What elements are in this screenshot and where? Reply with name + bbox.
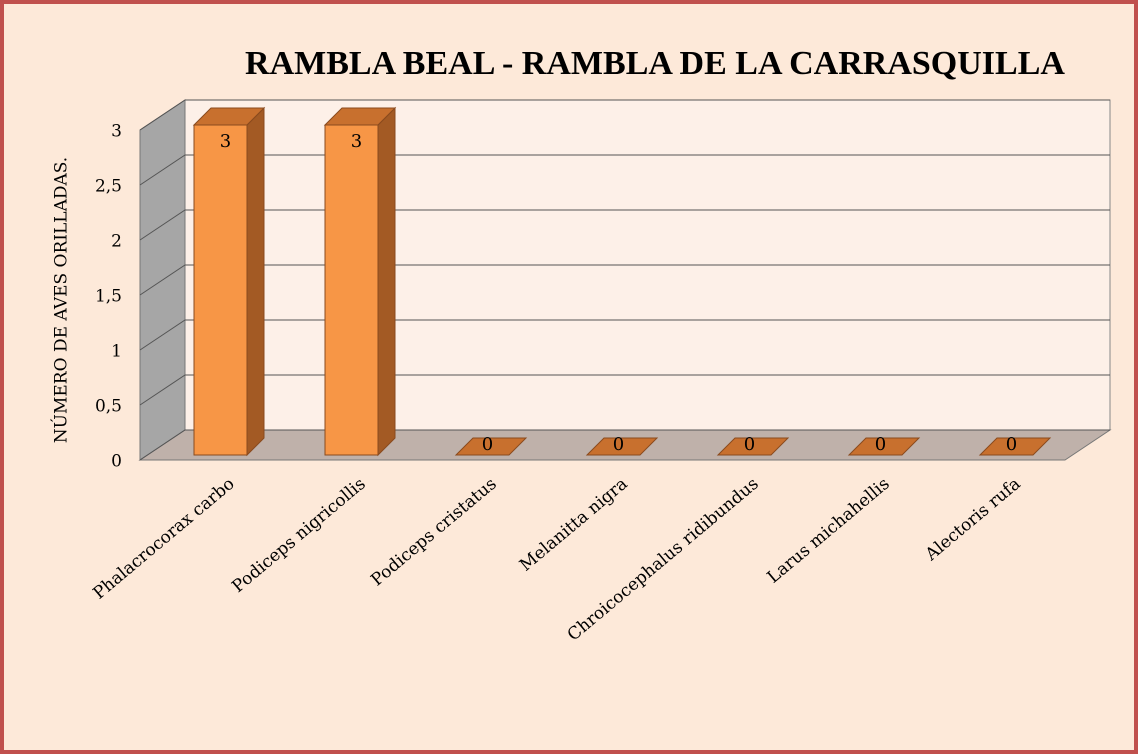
bar-top xyxy=(978,437,1052,456)
grid-line xyxy=(139,374,1110,406)
grid-line xyxy=(139,99,1110,131)
bar-top xyxy=(585,437,659,456)
y-tick-label: 0,5 xyxy=(95,397,122,417)
bar-top xyxy=(454,437,528,456)
value-label: 0 xyxy=(744,434,755,455)
bar-side xyxy=(377,106,396,457)
value-label: 0 xyxy=(613,434,624,455)
value-label: 0 xyxy=(1006,434,1017,455)
value-label: 0 xyxy=(482,434,493,455)
bar-top xyxy=(323,107,397,126)
bar xyxy=(716,437,790,456)
bar-side xyxy=(246,106,265,457)
grid-line xyxy=(139,264,1110,296)
grid-line xyxy=(139,154,1110,186)
y-tick-label: 2,5 xyxy=(95,177,122,197)
bar xyxy=(192,106,266,457)
y-axis-label: NÚMERO DE AVES ORILLADAS. xyxy=(51,157,72,443)
y-tick-label: 3 xyxy=(111,122,122,142)
bar-top xyxy=(192,107,266,126)
bar xyxy=(585,437,659,456)
chart-title: RAMBLA BEAL - RAMBLA DE LA CARRASQUILLA xyxy=(245,45,1065,82)
bar-front xyxy=(193,124,248,456)
y-tick-label: 1,5 xyxy=(95,287,122,307)
bar xyxy=(323,106,397,457)
value-label: 0 xyxy=(875,434,886,455)
bar-front xyxy=(324,124,379,456)
bar-top xyxy=(847,437,921,456)
bar xyxy=(978,437,1052,456)
grid-line xyxy=(139,429,1110,461)
grid-line xyxy=(139,209,1110,241)
y-tick-label: 0 xyxy=(111,452,122,472)
y-tick-label: 1 xyxy=(111,342,122,362)
value-label: 3 xyxy=(220,131,231,152)
value-label: 3 xyxy=(351,131,362,152)
bar xyxy=(454,437,528,456)
bar xyxy=(847,437,921,456)
grid-line xyxy=(139,319,1110,351)
bar-top xyxy=(716,437,790,456)
y-tick-label: 2 xyxy=(111,232,122,252)
